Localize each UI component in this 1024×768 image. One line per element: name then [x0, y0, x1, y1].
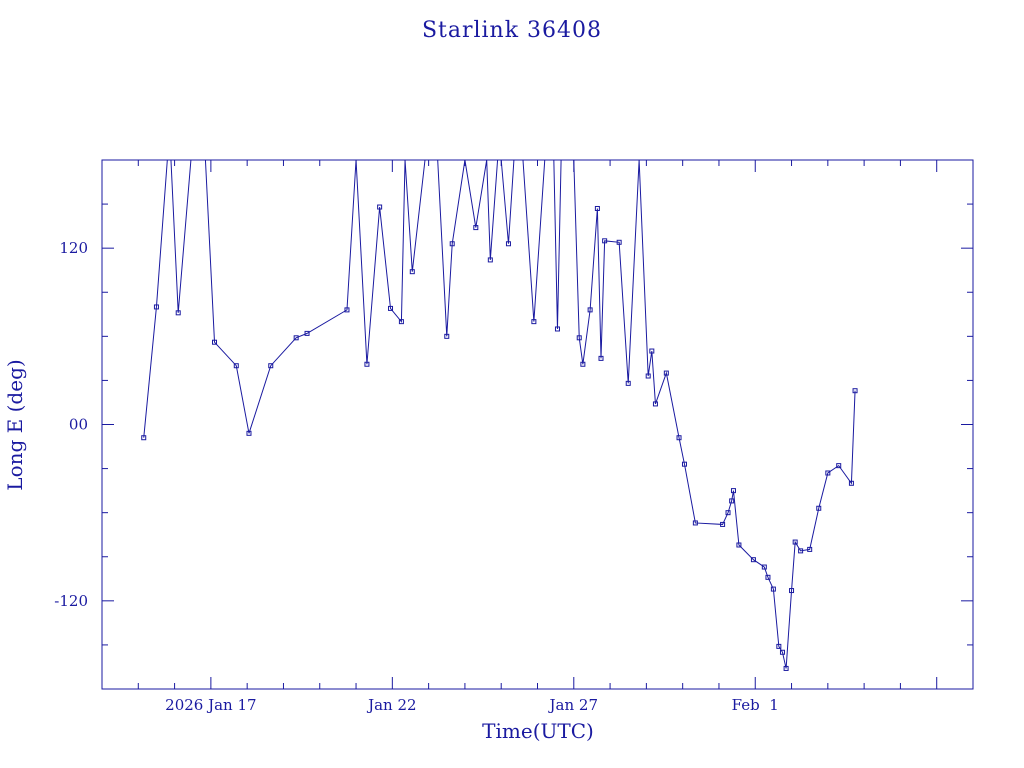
data-point: [681, 461, 687, 467]
data-point: [233, 363, 239, 369]
data-point: [175, 310, 181, 316]
data-point: [602, 238, 608, 244]
data-point: [783, 665, 789, 671]
data-point: [587, 307, 593, 313]
data-point: [388, 305, 394, 311]
x-tick-label: Jan 27: [548, 696, 598, 714]
data-point: [598, 355, 604, 361]
x-tick-label: Jan 22: [366, 696, 416, 714]
axis-ticks: [102, 159, 973, 689]
y-tick-label: 120: [59, 239, 88, 257]
tick-labels: 2026 Jan 17 Jan 22 Jan 27 Feb 1 120 00 -120: [54, 239, 779, 714]
data-point: [409, 269, 415, 275]
data-point: [725, 510, 731, 516]
data-point: [212, 339, 218, 345]
data-point: [730, 488, 736, 494]
y-tick-label: 00: [69, 416, 88, 434]
data-point: [836, 463, 842, 469]
data-point: [580, 361, 586, 367]
y-tick-label: -120: [54, 592, 88, 610]
data-point: [304, 330, 310, 336]
x-tick-label: 2026 Jan 17: [165, 696, 256, 714]
data-point: [816, 505, 822, 511]
data-point: [398, 319, 404, 325]
data-point: [729, 498, 735, 504]
data-point: [807, 546, 813, 552]
data-point: [625, 380, 631, 386]
data-point: [779, 649, 785, 655]
data-point: [649, 348, 655, 354]
data-point: [487, 257, 493, 263]
data-point: [761, 564, 767, 570]
series-line: [143, 160, 856, 669]
data-point: [594, 205, 600, 211]
data-point: [825, 470, 831, 476]
plot-frame: [101, 159, 974, 690]
data-point: [377, 204, 383, 210]
data-point: [531, 319, 537, 325]
data-point: [449, 241, 455, 247]
data-point: [645, 373, 651, 379]
y-axis-title: Long E (deg): [3, 359, 27, 490]
x-axis-title: Time(UTC): [482, 719, 594, 743]
data-point: [616, 239, 622, 245]
data-point: [770, 586, 776, 592]
data-point: [268, 363, 274, 369]
data-point: [364, 361, 370, 367]
data-point: [663, 370, 669, 376]
data-point: [652, 401, 658, 407]
data-point: [720, 521, 726, 527]
data-point: [554, 326, 560, 332]
data-point: [692, 520, 698, 526]
data-point: [776, 643, 782, 649]
data-point: [246, 430, 252, 436]
data-point: [852, 388, 858, 394]
data-point: [789, 588, 795, 594]
data-point: [293, 335, 299, 341]
data-point: [792, 539, 798, 545]
data-point: [505, 241, 511, 247]
data-point: [750, 557, 756, 563]
data-point: [344, 307, 350, 313]
x-tick-label: Feb 1: [732, 696, 779, 714]
data-point: [473, 225, 479, 231]
chart-title: Starlink 36408: [422, 18, 602, 43]
data-point: [798, 548, 804, 554]
data-point: [576, 335, 582, 341]
data-point: [765, 574, 771, 580]
data-point: [141, 435, 147, 441]
data-point: [676, 435, 682, 441]
data-point: [444, 333, 450, 339]
data-point: [736, 542, 742, 548]
series-points: [141, 204, 858, 671]
series-lines: [143, 160, 856, 669]
data-point: [153, 304, 159, 310]
data-point: [848, 480, 854, 486]
